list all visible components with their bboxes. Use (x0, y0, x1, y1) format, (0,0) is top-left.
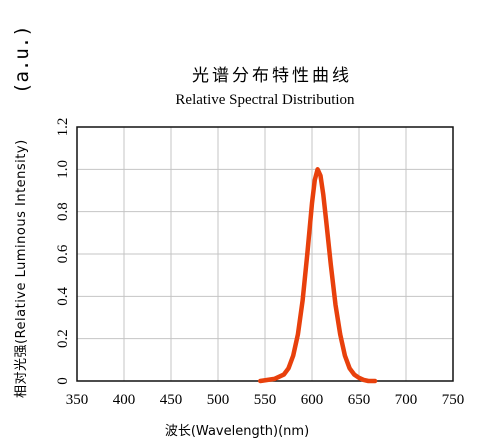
y-tick-label: 0 (55, 377, 71, 385)
x-tick-labels: 350 400 450 500 550 600 650 700 750 (66, 392, 465, 408)
x-tick-label: 450 (160, 392, 183, 408)
y-axis-label: 相对光强(Relative Luminous Intensity) (14, 139, 29, 398)
y-tick-label: 1.2 (55, 118, 71, 137)
y-axis-unit: (a.u.) (11, 25, 33, 94)
x-tick-label: 700 (395, 392, 418, 408)
grid (77, 127, 453, 381)
x-tick-label: 750 (442, 392, 465, 408)
series-group (258, 167, 378, 384)
y-tick-label: 0.8 (55, 202, 71, 221)
x-tick-label: 400 (113, 392, 136, 408)
y-tick-label: 0.6 (55, 244, 71, 263)
y-tick-label: 0.2 (55, 329, 71, 348)
y-tick-label: 1.0 (55, 160, 71, 179)
y-tick-label: 0.4 (55, 286, 71, 305)
spectrum-line (258, 167, 378, 384)
y-tick-labels: 0 0.2 0.4 0.6 0.8 1.0 1.2 (55, 118, 71, 385)
x-tick-label: 500 (207, 392, 230, 408)
x-tick-label: 350 (66, 392, 89, 408)
x-axis-label: 波长(Wavelength)(nm) (165, 424, 309, 439)
x-tick-label: 600 (301, 392, 324, 408)
x-tick-label: 650 (348, 392, 371, 408)
x-tick-label: 550 (254, 392, 277, 408)
chart-subtitle: Relative Spectral Distribution (175, 92, 355, 108)
chart-title: 光谱分布特性曲线 (192, 66, 352, 86)
